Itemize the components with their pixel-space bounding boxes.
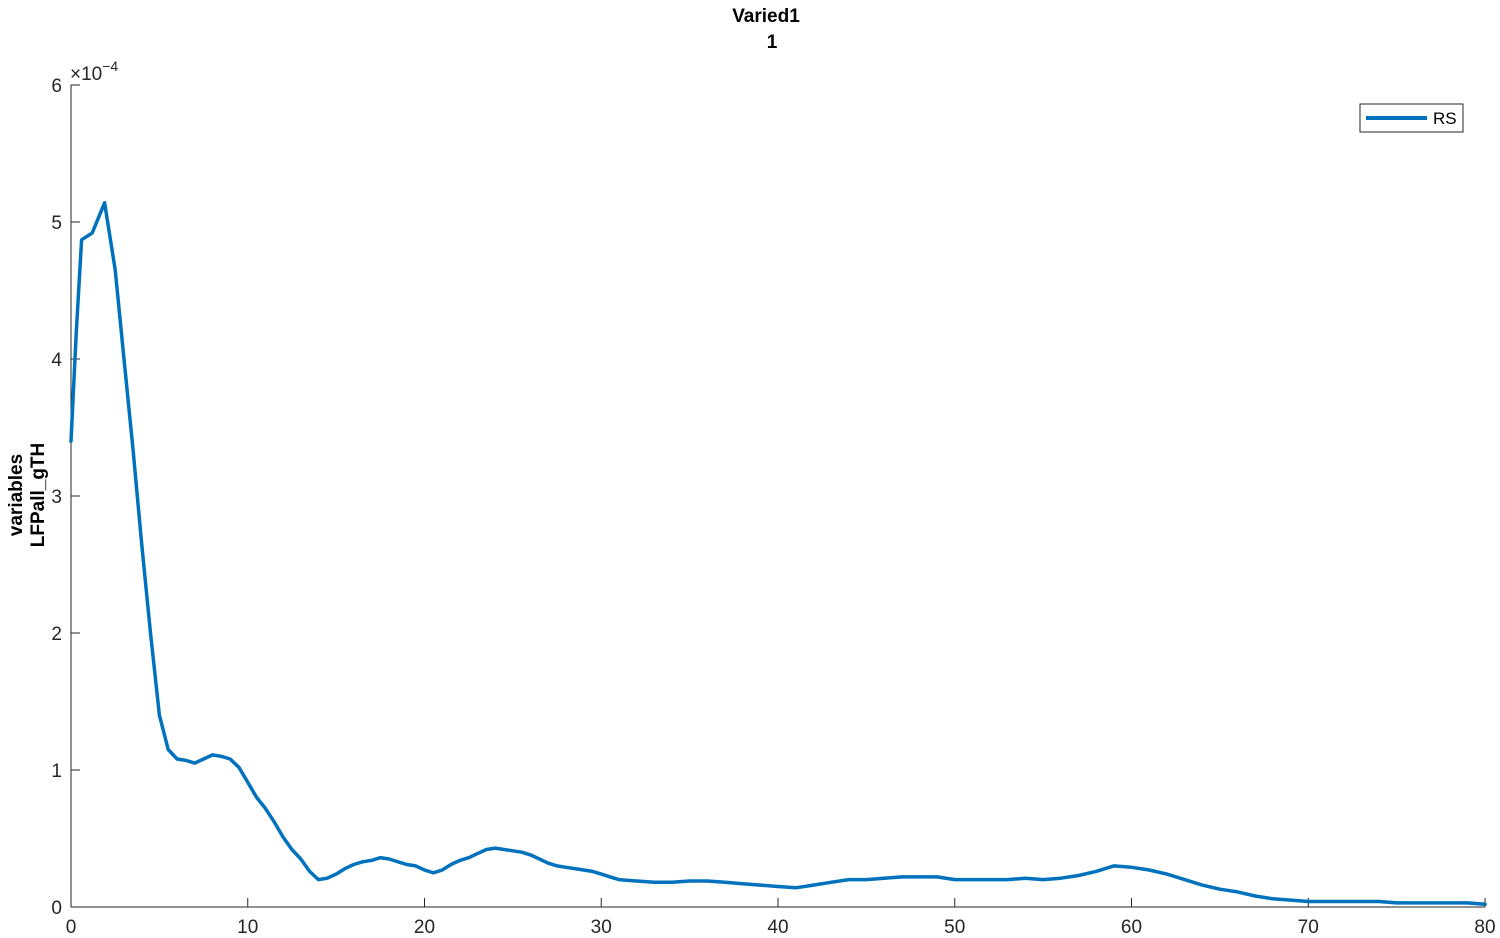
chart-title-line-1: Varied1 [732,6,800,27]
y-tick-label: 2 [51,624,62,645]
x-tick-label: 0 [66,917,77,938]
y-tick-label: 1 [51,761,62,782]
y-tick-label: 3 [51,487,62,508]
x-tick-label: 10 [237,917,258,938]
svg-text:×10−4: ×10−4 [70,58,118,85]
x-tick-label: 50 [944,917,965,938]
x-tick-label: 70 [1298,917,1319,938]
legend-entry-rs: RS [1433,109,1457,128]
y-axis-label-line-1: variables [6,454,27,536]
x-tick-label: 20 [414,917,435,938]
chart-title-line-2: 1 [767,32,778,53]
series-layer [69,201,1487,907]
series-line-rs [69,201,1487,907]
x-tick-label: 60 [1121,917,1142,938]
y-tick-label: 5 [51,213,62,234]
x-tick-label: 30 [591,917,612,938]
y-tick-label: 4 [51,350,62,371]
y-ticks: 0 1 2 3 4 5 6 [51,76,80,919]
y-tick-label: 0 [51,898,62,919]
x-tick-label: 80 [1474,917,1495,938]
y-multiplier-text: ×10 [70,64,102,85]
x-tick-label: 40 [767,917,788,938]
y-exponent-label: ×10−4 [70,58,118,85]
y-axis-label-line-2: LFPall_gTH [28,443,49,548]
x-ticks: 0 10 20 30 40 50 60 70 80 [66,898,1496,938]
legend[interactable]: RS [1359,103,1464,133]
y-tick-label: 6 [51,76,62,97]
y-exponent-text: −4 [102,58,118,74]
y-axis-label: variables LFPall_gTH [6,443,49,548]
